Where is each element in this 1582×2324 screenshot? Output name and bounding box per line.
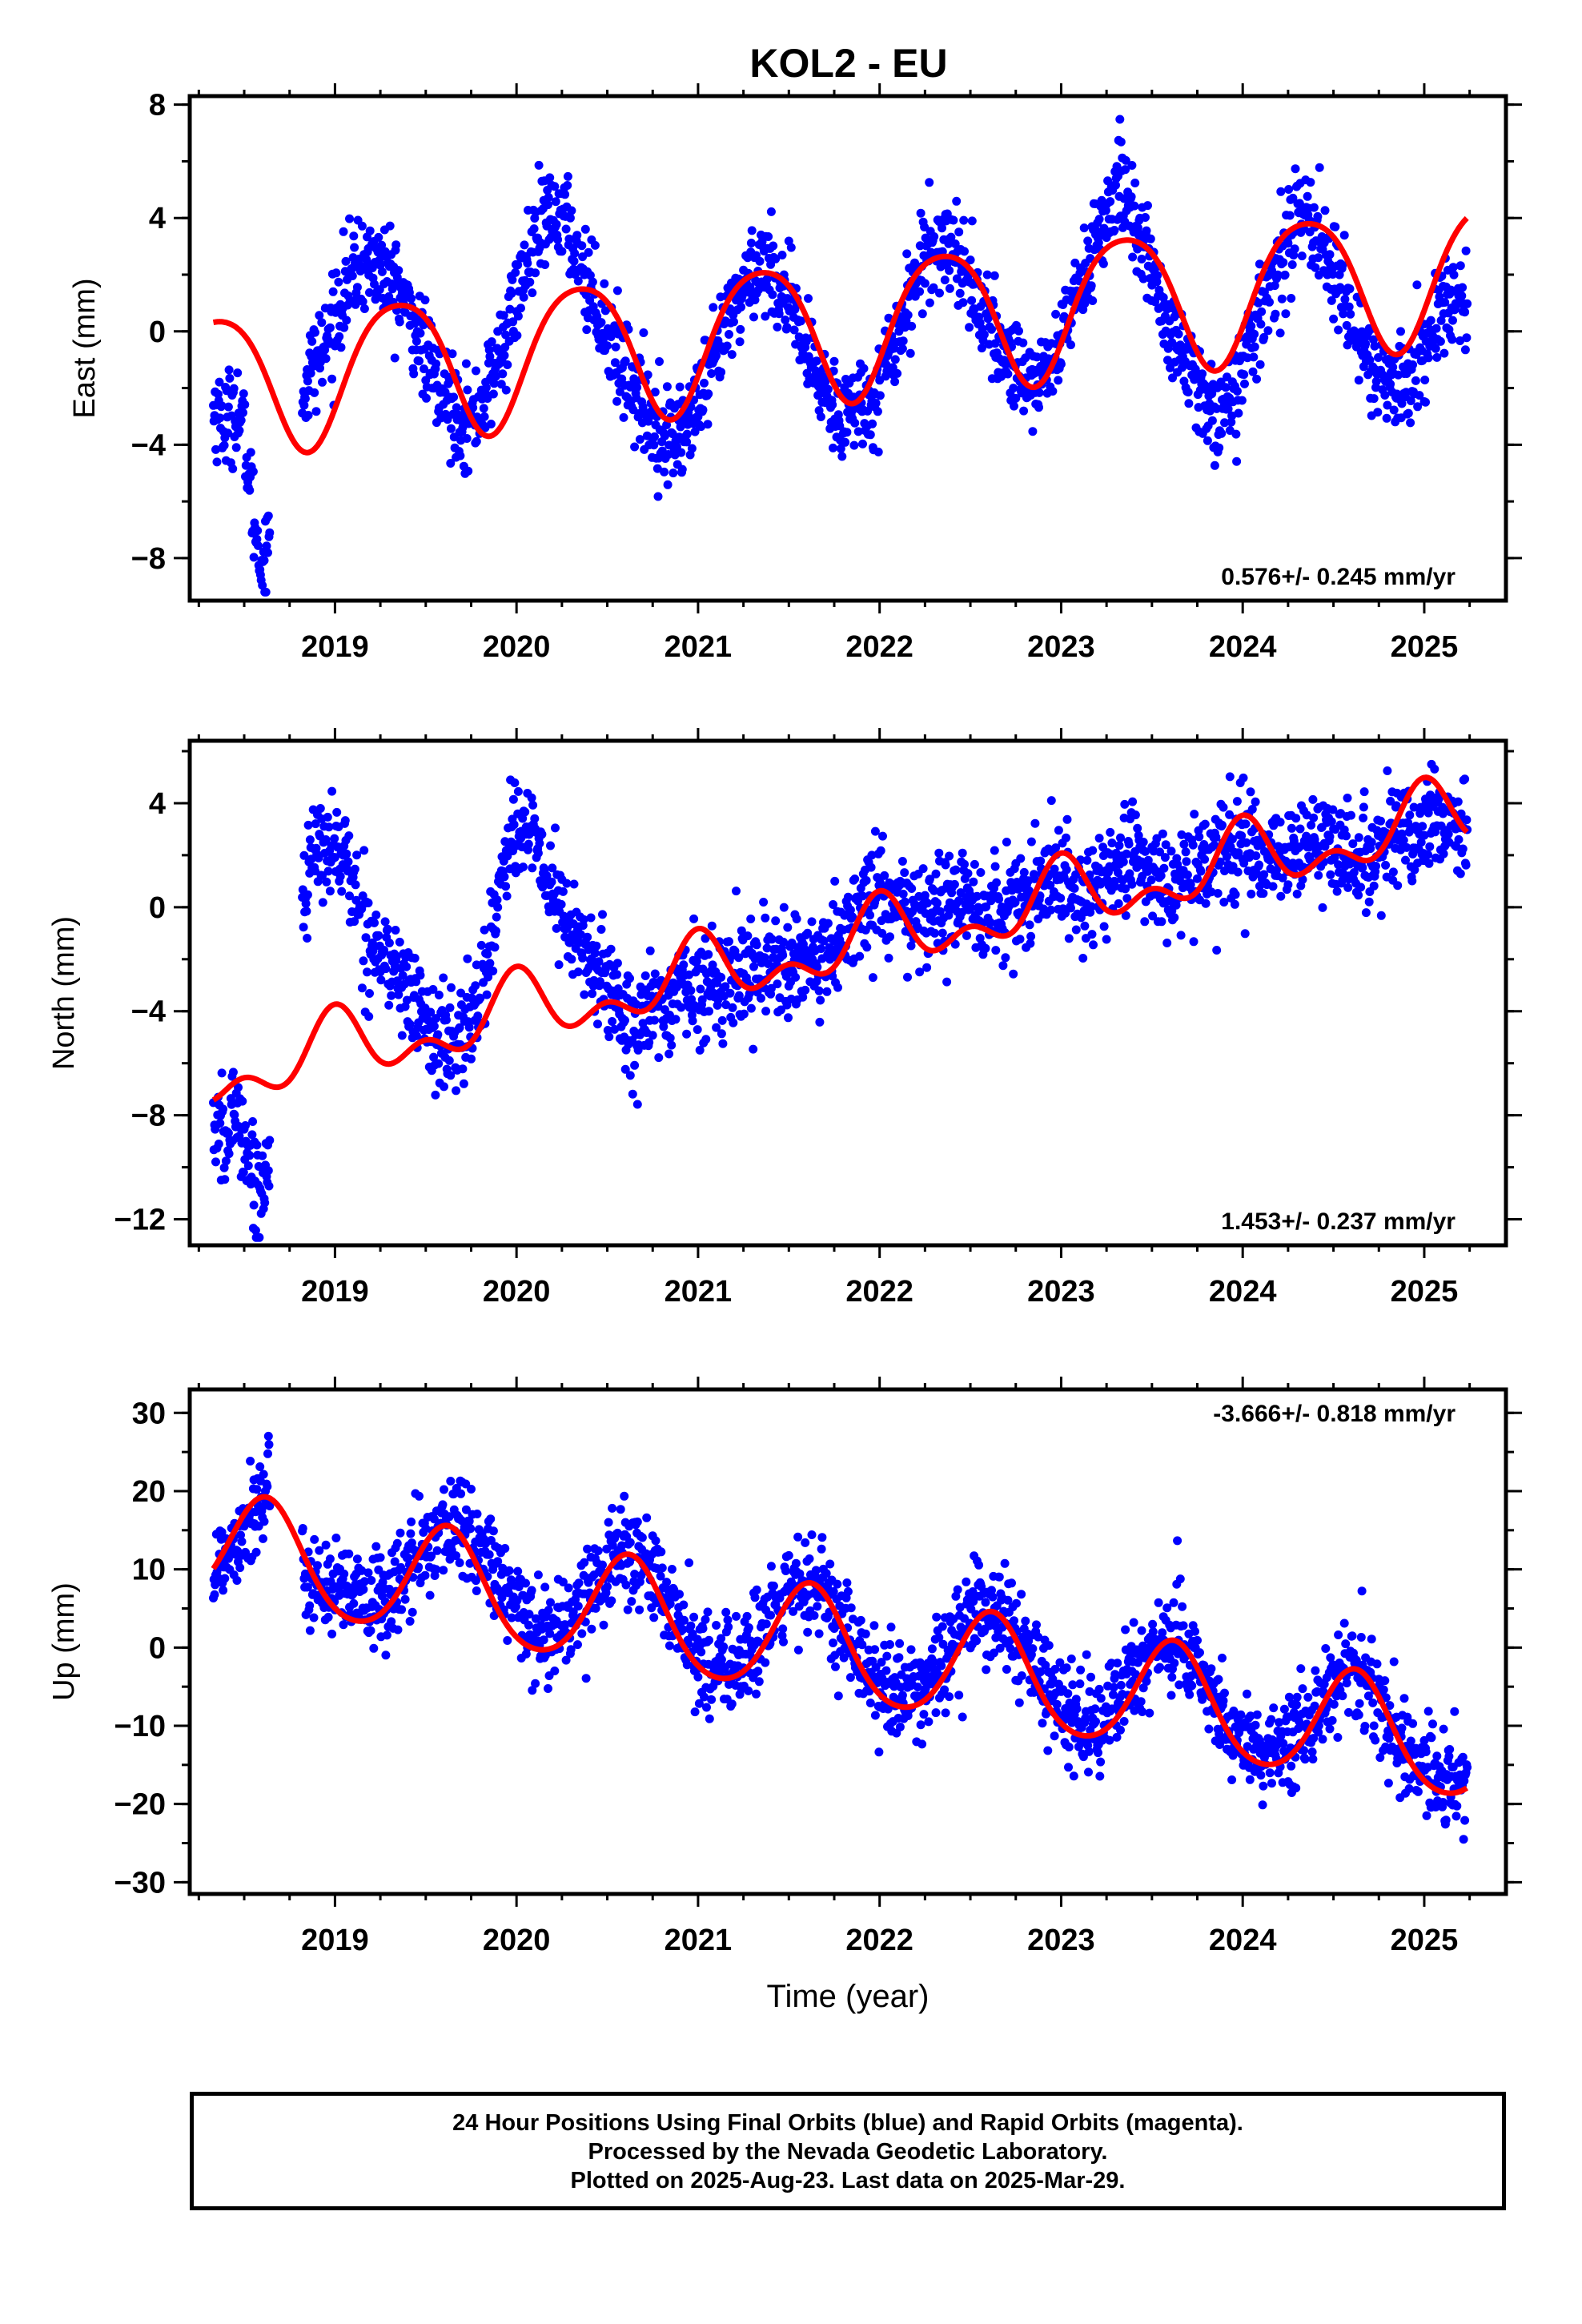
y-tick-label: 20 bbox=[132, 1475, 166, 1509]
time-axis-label: Time (year) bbox=[767, 1979, 930, 2014]
y-tick-label: 0 bbox=[149, 1631, 166, 1665]
up-panel: 2019 2020 2021 2022 2023 2024 2025 30 20 10 0 −10 −2… bbox=[47, 1377, 1522, 2014]
caption-line-3: Plotted on 2025-Aug-23. Last data on 202… bbox=[570, 2168, 1126, 2193]
y-tick-label: 4 bbox=[149, 202, 166, 235]
north-panel: 2019 2020 2021 2022 2023 2024 2025 4 0 −4 −8 −12 No… bbox=[47, 728, 1522, 1309]
east-velocity-label: 0.576+/- 0.245 mm/yr bbox=[1221, 564, 1456, 590]
y-tick-label: −12 bbox=[114, 1204, 166, 1237]
x-tick-label: 2025 bbox=[1391, 1924, 1459, 1957]
up-axis-ticks: 2019 2020 2021 2022 2023 2024 2025 30 20 10 0 −10 −2… bbox=[114, 1377, 1522, 1957]
up-plot-frame bbox=[187, 1387, 1508, 1896]
y-tick-label: −4 bbox=[131, 995, 166, 1029]
y-tick-label: −8 bbox=[131, 542, 166, 576]
y-tick-label: 4 bbox=[149, 787, 166, 821]
east-axis-ticks: 2019 2020 2021 2022 2023 2024 2025 8 4 0 −4 −8 bbox=[131, 83, 1522, 664]
north-plot-frame bbox=[187, 738, 1508, 1248]
x-tick-label: 2025 bbox=[1391, 1275, 1459, 1309]
y-tick-label: −10 bbox=[114, 1710, 166, 1743]
x-tick-label: 2023 bbox=[1027, 1924, 1095, 1957]
x-tick-label: 2022 bbox=[845, 630, 913, 664]
east-data-point bbox=[209, 115, 1472, 597]
north-velocity-label: 1.453+/- 0.237 mm/yr bbox=[1221, 1208, 1456, 1235]
x-tick-label: 2022 bbox=[845, 1924, 913, 1957]
up-velocity-label: -3.666+/- 0.818 mm/yr bbox=[1213, 1401, 1456, 1427]
x-tick-label: 2021 bbox=[665, 1275, 733, 1309]
y-tick-label: 30 bbox=[132, 1397, 166, 1430]
north-axis-label: North (mm) bbox=[47, 916, 81, 1070]
y-tick-label: 10 bbox=[132, 1554, 166, 1587]
x-tick-label: 2020 bbox=[483, 630, 551, 664]
caption-box: 24 Hour Positions Using Final Orbits (bl… bbox=[190, 2092, 1506, 2210]
east-panel: 2019 2020 2021 2022 2023 2024 2025 8 4 0 −4 −8 East… bbox=[68, 83, 1522, 664]
north-axis-ticks: 2019 2020 2021 2022 2023 2024 2025 4 0 −4 −8 −12 bbox=[114, 728, 1522, 1309]
x-tick-label: 2024 bbox=[1209, 630, 1277, 664]
north-model-curve bbox=[211, 774, 1469, 1103]
x-tick-label: 2019 bbox=[301, 630, 369, 664]
x-tick-label: 2020 bbox=[483, 1924, 551, 1957]
y-tick-label: −30 bbox=[114, 1866, 166, 1900]
up-data-points bbox=[209, 1431, 1472, 1844]
y-tick-label: −8 bbox=[131, 1100, 166, 1133]
x-tick-label: 2023 bbox=[1027, 1275, 1095, 1309]
y-tick-label: −20 bbox=[114, 1788, 166, 1822]
east-model-curve bbox=[212, 215, 1469, 456]
caption-line-2: Processed by the Nevada Geodetic Laborat… bbox=[588, 2139, 1108, 2165]
up-data-point bbox=[209, 1431, 1472, 1844]
x-tick-label: 2025 bbox=[1391, 630, 1459, 664]
x-tick-label: 2021 bbox=[665, 630, 733, 664]
y-tick-label: 0 bbox=[149, 891, 166, 925]
x-tick-label: 2021 bbox=[665, 1924, 733, 1957]
caption-line-1: 24 Hour Positions Using Final Orbits (bl… bbox=[452, 2110, 1243, 2136]
y-tick-label: −4 bbox=[131, 428, 166, 462]
up-model-curve bbox=[211, 1494, 1469, 1796]
y-tick-label: 0 bbox=[149, 316, 166, 349]
x-tick-label: 2024 bbox=[1209, 1924, 1277, 1957]
north-data-point bbox=[209, 759, 1472, 1242]
up-axis-label: Up (mm) bbox=[47, 1582, 81, 1701]
east-plot-frame bbox=[187, 94, 1508, 603]
east-data-points bbox=[209, 115, 1472, 597]
x-tick-label: 2023 bbox=[1027, 630, 1095, 664]
x-tick-label: 2024 bbox=[1209, 1275, 1277, 1309]
x-tick-label: 2020 bbox=[483, 1275, 551, 1309]
east-axis-label: East (mm) bbox=[68, 278, 102, 418]
chart-title: KOL2 - EU bbox=[749, 41, 947, 86]
x-tick-label: 2019 bbox=[301, 1275, 369, 1309]
north-data-points bbox=[209, 759, 1472, 1242]
x-tick-label: 2019 bbox=[301, 1924, 369, 1957]
x-tick-label: 2022 bbox=[845, 1275, 913, 1309]
y-tick-label: 8 bbox=[149, 89, 166, 123]
